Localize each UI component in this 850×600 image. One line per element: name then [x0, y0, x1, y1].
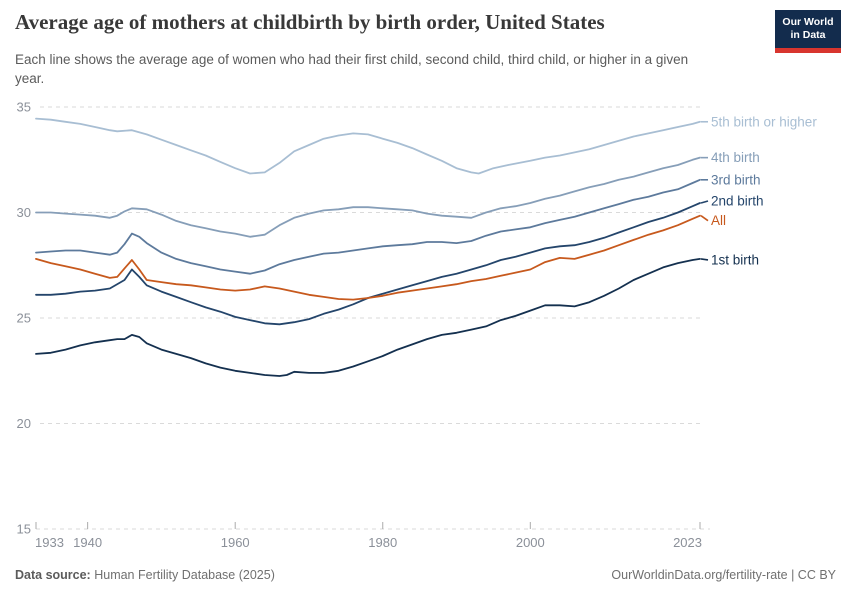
- series-line-4th-birth[interactable]: [35, 156, 701, 238]
- x-axis-label-2023: 2023: [673, 535, 702, 550]
- series-label-2nd-birth[interactable]: 2nd birth: [711, 194, 764, 209]
- chart-footer: Data source: Human Fertility Database (2…: [15, 568, 836, 582]
- x-axis-label-1980: 1980: [368, 535, 397, 550]
- series-label-connector-all: [700, 215, 709, 222]
- page-title: Average age of mothers at childbirth by …: [15, 10, 605, 34]
- x-axis-label-1933: 1933: [35, 535, 64, 550]
- series-line-3rd-birth[interactable]: [35, 178, 701, 275]
- chart-subtitle: Each line shows the average age of women…: [15, 52, 689, 86]
- series-label-4th-birth[interactable]: 4th birth: [711, 150, 760, 165]
- series-line-5th-birth-or-higher[interactable]: [35, 117, 701, 175]
- series-label-all[interactable]: All: [711, 213, 726, 228]
- y-axis-label-25: 25: [17, 311, 31, 326]
- series-label-3rd-birth[interactable]: 3rd birth: [711, 172, 761, 187]
- x-axis-label-1940: 1940: [73, 535, 102, 550]
- series-line-1st-birth[interactable]: [35, 258, 701, 377]
- y-axis-label-20: 20: [17, 416, 31, 431]
- owid-logo-text-line2: in Data: [790, 29, 826, 41]
- owid-logo[interactable]: Our World in Data: [775, 10, 841, 53]
- y-axis-label-35: 35: [17, 100, 31, 115]
- y-axis-label-30: 30: [17, 205, 31, 220]
- series-label-1st-birth[interactable]: 1st birth: [711, 252, 759, 267]
- data-source: Data source: Human Fertility Database (2…: [15, 568, 275, 582]
- series-label-connector-2nd-birth: [700, 200, 709, 204]
- series-label-connector-1st-birth: [700, 258, 709, 261]
- series-line-2nd-birth[interactable]: [35, 202, 701, 326]
- y-axis-label-15: 15: [17, 522, 31, 537]
- data-source-label: Data source:: [15, 568, 91, 582]
- data-source-value: Human Fertility Database (2025): [94, 568, 275, 582]
- owid-logo-text-line1: Our World: [782, 16, 834, 28]
- series-label-5th-birth-or-higher[interactable]: 5th birth or higher: [711, 114, 817, 129]
- x-axis-label-2000: 2000: [516, 535, 545, 550]
- series-line-all[interactable]: [35, 214, 701, 301]
- credit-link[interactable]: OurWorldinData.org/fertility-rate | CC B…: [611, 568, 836, 582]
- x-axis-label-1960: 1960: [221, 535, 250, 550]
